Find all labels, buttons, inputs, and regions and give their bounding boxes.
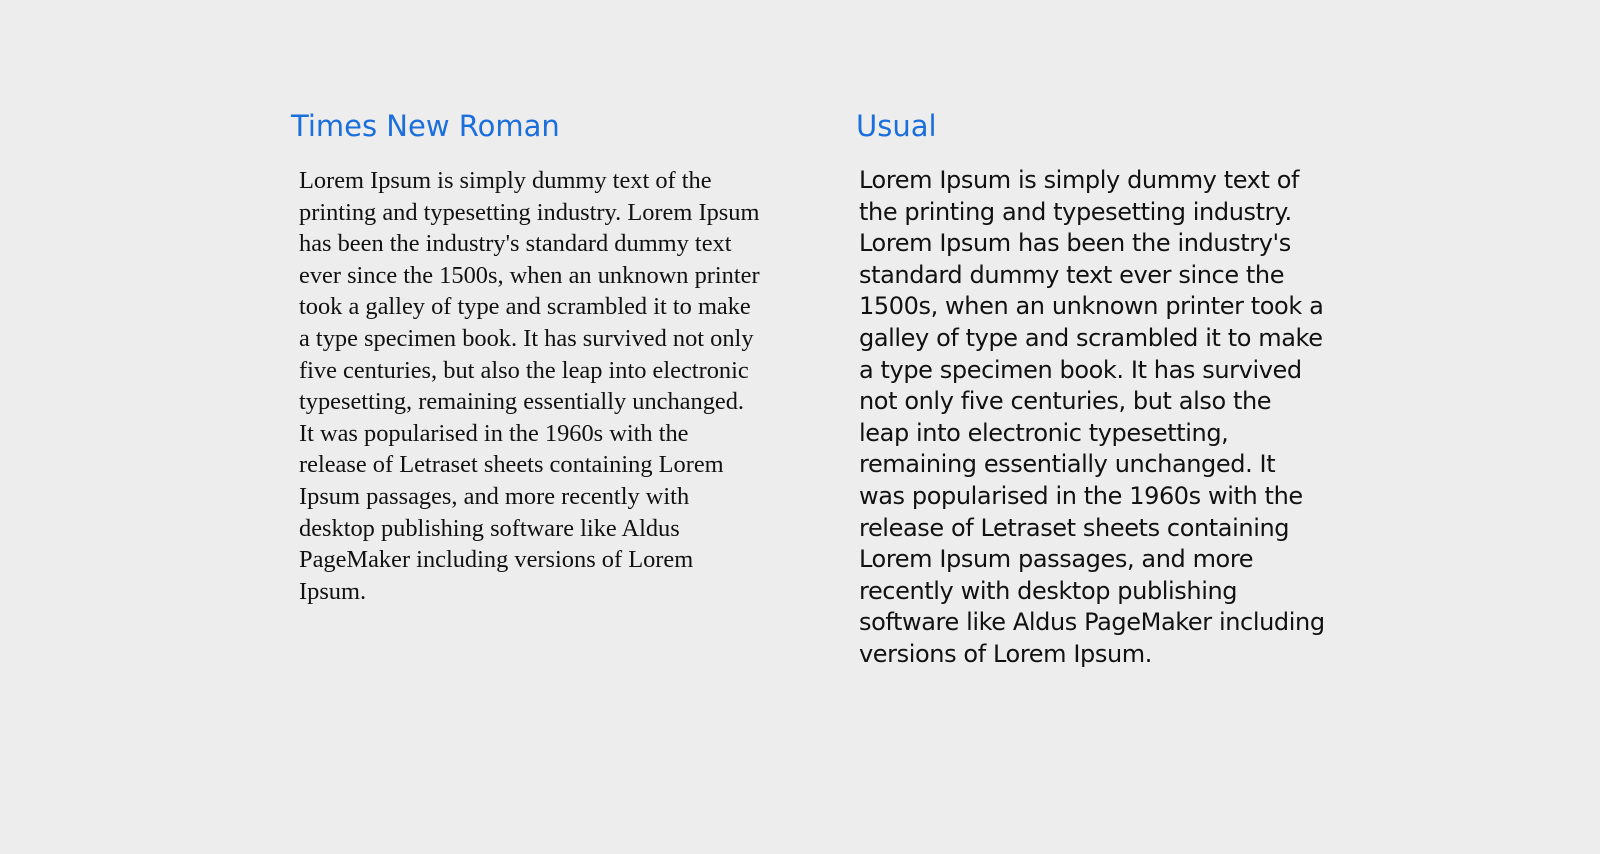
sample-text-usual: Lorem Ipsum is simply dummy text of the … (859, 166, 1325, 668)
font-comparison-column-times: Times New Roman Lorem Ipsum is simply du… (291, 104, 761, 607)
font-title-times-new-roman: Times New Roman (291, 109, 560, 143)
sample-text-times-new-roman: Lorem Ipsum is simply dummy text of the … (299, 167, 760, 605)
font-comparison-column-usual: Usual Lorem Ipsum is simply dummy text o… (856, 104, 1336, 671)
font-title-usual: Usual (856, 109, 937, 143)
